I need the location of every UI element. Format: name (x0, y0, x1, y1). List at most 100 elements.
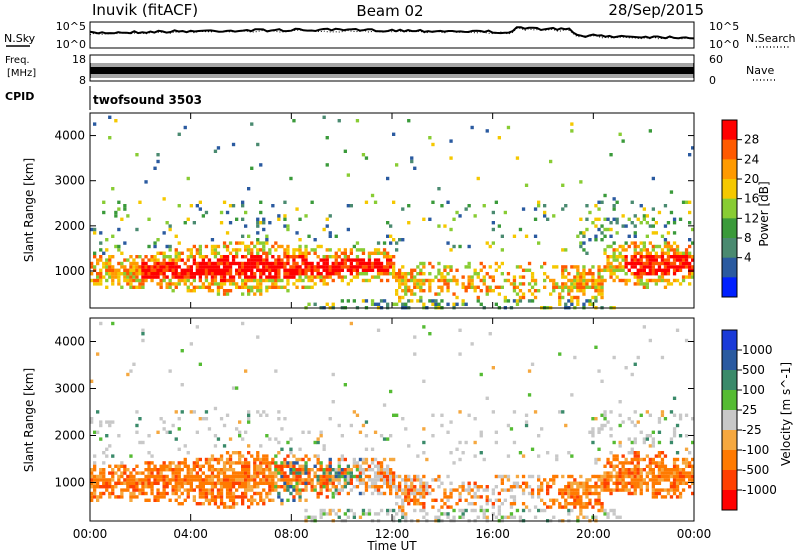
data-cell (90, 491, 94, 496)
data-cell (669, 190, 674, 194)
data-cell (555, 498, 559, 502)
data-cell (506, 423, 511, 428)
data-cell (328, 474, 332, 479)
data-cell (117, 200, 121, 204)
data-cell (431, 488, 435, 492)
data-cell (691, 417, 695, 421)
data-cell (657, 255, 662, 259)
data-cell (672, 248, 677, 252)
data-cell (117, 278, 121, 283)
data-cell (183, 272, 187, 276)
data-cell (343, 251, 347, 255)
data-cell (349, 278, 353, 283)
data-cell (533, 295, 538, 300)
data-cell (186, 488, 190, 492)
data-cell (537, 485, 541, 489)
data-cell (108, 265, 112, 269)
data-cell (210, 485, 215, 489)
data-cell (219, 454, 224, 458)
data-cell (129, 498, 133, 502)
data-cell (295, 265, 299, 269)
data-cell (159, 265, 163, 269)
data-cell (96, 275, 100, 279)
data-cell (639, 272, 643, 276)
data-cell (413, 268, 417, 272)
data-cell (138, 478, 142, 482)
data-cell (328, 248, 332, 252)
colorbar-swatch (722, 410, 737, 431)
data-cell (666, 265, 671, 269)
data-cell (238, 420, 242, 424)
data-cell (585, 227, 589, 232)
data-cell (216, 468, 221, 472)
data-cell (364, 200, 369, 204)
data-cell (570, 299, 574, 303)
data-cell (268, 468, 272, 472)
data-cell (228, 474, 233, 479)
data-cell (262, 251, 266, 255)
data-cell (165, 265, 169, 269)
data-cell (669, 265, 674, 269)
data-cell (159, 464, 163, 468)
data-cell (189, 478, 193, 482)
data-cell (422, 302, 426, 306)
data-cell (141, 272, 145, 276)
data-cell (398, 238, 402, 242)
data-cell (582, 481, 586, 485)
data-cell (597, 369, 601, 373)
data-cell (241, 474, 245, 479)
data-cell (319, 478, 323, 482)
data-cell (319, 278, 323, 283)
data-cell (373, 481, 378, 485)
data-cell (271, 488, 275, 492)
data-cell (642, 282, 646, 286)
velocity-ylabel: Slant Range [km] (22, 368, 36, 472)
data-cell (688, 153, 692, 157)
data-cell (186, 481, 190, 485)
data-cell (443, 282, 447, 286)
data-cell (238, 430, 242, 434)
data-cell (219, 417, 224, 421)
data-cell (672, 488, 677, 492)
data-cell (123, 275, 127, 279)
data-cell (316, 468, 320, 472)
data-cell (283, 272, 287, 276)
data-cell (316, 272, 320, 276)
data-cell (446, 278, 450, 283)
data-cell (99, 258, 103, 262)
data-cell (274, 461, 278, 465)
data-cell (219, 491, 224, 496)
data-cell (331, 478, 335, 482)
data-cell (268, 248, 272, 252)
data-cell (277, 478, 281, 482)
data-cell (621, 265, 625, 269)
data-cell (410, 275, 414, 279)
data-cell (244, 474, 248, 479)
data-cell (663, 454, 668, 458)
velocity-heatmap (90, 321, 695, 523)
data-cell (126, 268, 130, 272)
data-cell (343, 471, 347, 475)
data-cell (624, 272, 628, 276)
data-cell (603, 485, 607, 489)
data-cell (564, 302, 568, 306)
data-cell (334, 471, 338, 475)
data-cell (389, 491, 393, 496)
data-cell (648, 278, 652, 283)
data-cell (594, 488, 598, 492)
data-cell (298, 498, 302, 502)
data-cell (678, 251, 683, 255)
data-cell (425, 485, 429, 489)
data-cell (500, 481, 504, 485)
data-cell (268, 471, 272, 475)
data-cell (527, 508, 532, 513)
data-cell (210, 474, 215, 479)
data-cell (222, 255, 227, 259)
data-cell (521, 454, 526, 458)
data-cell (213, 265, 218, 269)
colorbar-swatch (722, 198, 737, 219)
data-cell (301, 478, 305, 482)
data-cell (319, 272, 323, 276)
data-cell (688, 282, 692, 286)
data-cell (395, 488, 399, 492)
